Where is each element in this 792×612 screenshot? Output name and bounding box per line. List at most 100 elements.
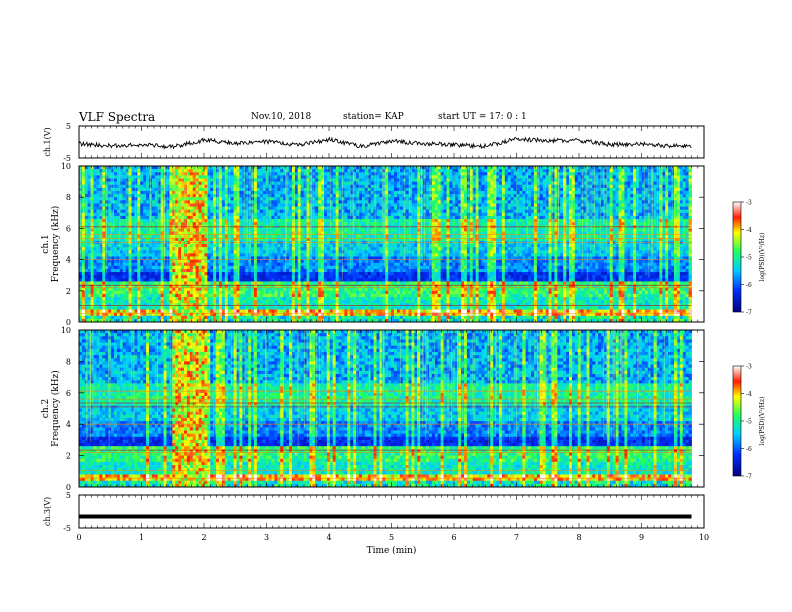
spectrogram-cell: [297, 312, 302, 317]
spectrogram-cell: [96, 303, 100, 307]
spectrogram-cell: [151, 247, 156, 251]
spectrogram-cell: [178, 318, 182, 323]
spectrogram-cell: [219, 303, 223, 307]
spectrogram-cell: [134, 212, 138, 217]
spectrogram-cell: [163, 278, 167, 282]
spectrogram-cell: [312, 262, 316, 267]
spectrogram-cell: [201, 175, 205, 179]
spectrogram-cell: [204, 256, 208, 260]
spectrogram-cell: [262, 184, 267, 189]
spectrogram-cell: [189, 309, 194, 314]
spectrogram-cell: [245, 259, 249, 264]
spectrogram-cell: [181, 290, 185, 295]
spectrogram-cell: [245, 297, 249, 301]
spectrogram-cell: [350, 197, 354, 201]
spectrogram-cell: [315, 253, 319, 257]
spectrogram-cell: [143, 237, 147, 242]
spectrogram-cell: [283, 203, 287, 207]
spectrogram-cell: [236, 200, 240, 204]
spectrogram-cell: [303, 244, 307, 248]
spectrogram-cell: [277, 190, 281, 195]
spectrogram-cell: [213, 272, 217, 276]
spectrogram-cell: [210, 268, 214, 273]
spectrogram-cell: [172, 278, 176, 282]
spectrogram-cell: [277, 278, 281, 282]
spectrogram-cell: [300, 293, 304, 298]
spectrogram-cell: [131, 187, 135, 192]
spectrogram-cell: [131, 212, 135, 217]
spectrogram-cell: [99, 262, 103, 267]
spectrogram-cell: [242, 315, 246, 320]
spectrogram-cell: [93, 206, 97, 211]
spectrogram-cell: [204, 247, 208, 251]
spectrogram-cell: [186, 190, 191, 195]
spectrogram-cell: [87, 281, 92, 285]
spectrogram-cell: [87, 256, 92, 260]
spectrogram-cell: [186, 250, 191, 254]
spectrogram-cell: [169, 203, 173, 207]
spectrogram-cell: [146, 194, 150, 198]
spectrogram-cell: [286, 228, 290, 232]
spectrogram-cell: [178, 231, 182, 236]
spectrogram-cell: [274, 272, 278, 276]
spectrogram-cell: [84, 259, 89, 264]
spectrogram-cell: [131, 272, 135, 276]
spectrogram-cell: [125, 256, 129, 260]
spectrogram-cell: [157, 300, 162, 304]
spectrogram-cell: [166, 234, 170, 239]
spectrogram-cell: [224, 309, 229, 314]
spectrogram-cell: [96, 272, 100, 276]
spectrogram-cell: [268, 259, 272, 264]
spectrogram-cell: [195, 247, 199, 251]
spectrogram-cell: [321, 297, 325, 301]
spectrogram-cell: [338, 262, 342, 267]
spectrogram-cell: [271, 281, 275, 285]
spectrogram-cell: [326, 309, 331, 314]
spectrogram-cell: [122, 169, 127, 173]
spectrogram-cell: [122, 297, 127, 301]
spectrogram-cell: [210, 259, 214, 264]
spectrogram-cell: [312, 318, 316, 323]
spectrogram-cell: [227, 259, 232, 264]
spectrogram-cell: [192, 175, 197, 179]
spectrogram-cell: [233, 190, 237, 195]
spectrogram-cell: [201, 244, 205, 248]
spectrogram-cell: [251, 315, 255, 320]
spectrogram-cell: [178, 184, 182, 189]
spectrogram-cell: [367, 244, 372, 248]
spectrogram-cell: [254, 297, 258, 301]
spectrogram-cell: [338, 281, 342, 285]
spectrogram-cell: [111, 181, 115, 186]
spectrogram-cell: [119, 262, 124, 267]
spectrogram-cell: [219, 315, 223, 320]
spectrogram-cell: [236, 250, 240, 254]
spectrogram-cell: [291, 175, 296, 179]
spectrogram-cell: [251, 309, 255, 314]
spectrogram-cell: [131, 250, 135, 254]
spectrogram-cell: [341, 187, 345, 192]
spectrogram-cell: [219, 228, 223, 232]
spectrogram-cell: [189, 287, 194, 292]
spectrogram-cell: [332, 219, 337, 223]
spectrogram-cell: [300, 306, 304, 310]
spectrogram-cell: [309, 200, 313, 204]
spectrogram-cell: [364, 175, 369, 179]
spectrogram-cell: [178, 194, 182, 198]
spectrogram-cell: [102, 268, 106, 273]
spectrogram-cell: [149, 290, 153, 295]
spectrogram-cell: [96, 275, 100, 279]
spectrogram-cell: [102, 306, 106, 310]
spectrogram-cell: [341, 303, 345, 307]
spectrogram-cell: [356, 175, 360, 179]
spectrogram-cell: [172, 206, 176, 211]
spectrogram-cell: [332, 244, 337, 248]
spectrogram-cell: [324, 297, 328, 301]
spectrogram-cell: [207, 203, 211, 207]
spectrogram-cell: [160, 265, 164, 270]
spectrogram-cell: [204, 268, 208, 273]
spectrogram-cell: [114, 309, 118, 314]
spectrogram-cell: [341, 278, 345, 282]
spectrogram-cell: [347, 275, 351, 279]
spectrogram-cell: [335, 181, 339, 186]
spectrogram-cell: [143, 181, 147, 186]
